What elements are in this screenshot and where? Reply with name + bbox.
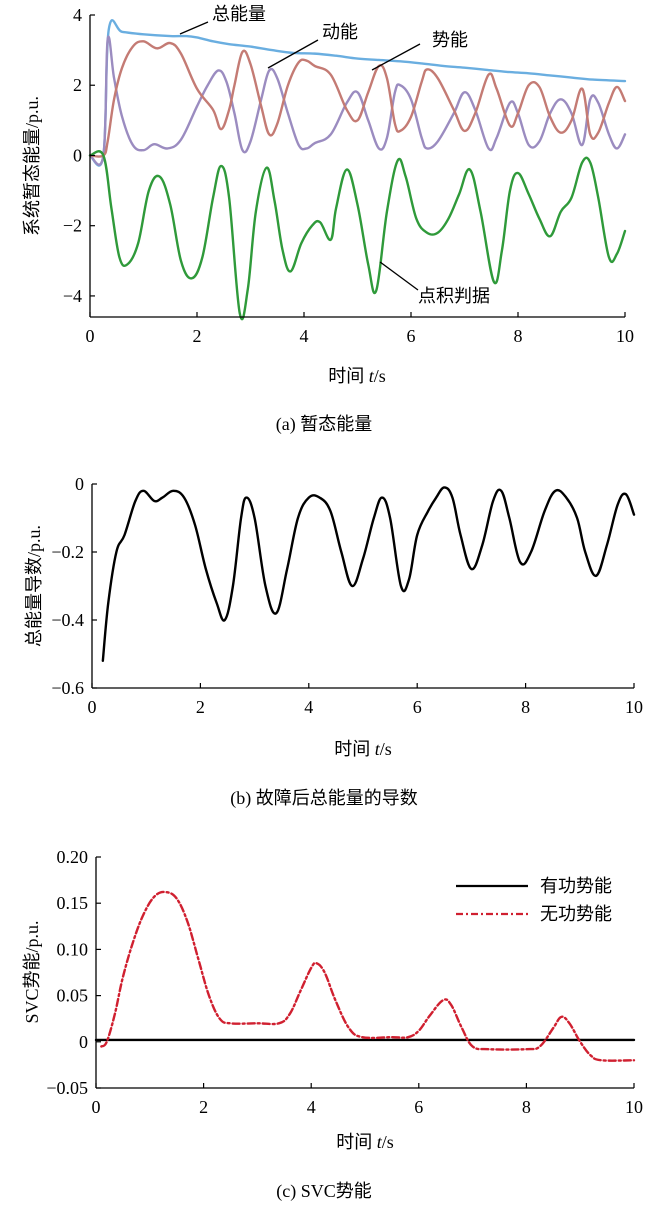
chart-caption-b: (b) 故障后总能量的导数 <box>230 788 418 809</box>
chart-caption-a: (a) 暂态能量 <box>276 414 372 435</box>
x-tick-label-2-0: 0 <box>88 697 97 717</box>
y-axis-label-b: 总能量导数/p.u. <box>24 525 44 647</box>
annotation-kinetic-energy: 动能 <box>322 22 358 42</box>
y-tick-label-3-4: 0.15 <box>57 893 89 913</box>
x-tick-label-2-4: 8 <box>521 697 530 717</box>
axes-b: 0 2 4 6 8 10 −0.6 −0.4 −0.2 0 <box>51 474 643 717</box>
chart-transient-energy: 0 2 4 6 8 10 −4 −2 0 2 4 系统暂态能量/p.u. 时间 t/s (a) 暂态… <box>22 4 634 435</box>
x-tick-label-3-2: 4 <box>307 1097 316 1117</box>
y-tick-label-3-1: 0 <box>79 1032 88 1052</box>
series-line-1-4 <box>88 150 627 321</box>
annotation-potential-energy: 势能 <box>432 30 468 50</box>
chart-caption-c: (c) SVC势能 <box>276 1181 372 1202</box>
annotations-a: 总能量 动能 势能 点积判据 <box>179 4 490 306</box>
series-line-1-3 <box>88 40 627 158</box>
y-tick-label-1-4: 4 <box>73 5 82 25</box>
y-tick-label-2-3: 0 <box>75 474 84 494</box>
x-tick-label-1-2: 4 <box>300 326 309 346</box>
x-tick-label-3-1: 2 <box>199 1097 208 1117</box>
y-tick-label-3-5: 0.20 <box>57 847 89 867</box>
legend-label-active-potential: 有功势能 <box>540 876 612 896</box>
chart-energy-derivative: 0 2 4 6 8 10 −0.6 −0.4 −0.2 0 总能量导数/p.u. 时间 t/s (… <box>24 474 643 809</box>
x-axis-label-var-b: t <box>375 739 381 759</box>
plot-area-a <box>88 19 627 321</box>
x-axis-label-b: 时间 t/s <box>334 739 392 759</box>
x-axis-label-var-a: t <box>369 366 375 386</box>
x-tick-label-1-4: 8 <box>514 326 523 346</box>
series-line-2-1 <box>101 486 636 662</box>
series-line-1-1 <box>88 19 627 167</box>
y-axis-label-a: 系统暂态能量/p.u. <box>22 96 42 236</box>
x-tick-label-3-0: 0 <box>92 1097 101 1117</box>
x-tick-label-1-5: 10 <box>616 326 634 346</box>
x-axis-label-unit-c: /s <box>382 1132 394 1152</box>
y-tick-label-3-3: 0.10 <box>57 939 89 959</box>
annotation-leader-dot-product <box>379 261 419 291</box>
x-axis-label-var-c: t <box>377 1132 383 1152</box>
annotation-leader-total-energy <box>179 21 209 35</box>
x-axis-label-a: 时间 t/s <box>328 366 386 386</box>
y-axis-label-c: SVC势能/p.u. <box>22 920 42 1023</box>
plot-area-c <box>94 890 636 1062</box>
x-tick-label-1-0: 0 <box>86 326 95 346</box>
x-tick-label-2-2: 4 <box>304 697 313 717</box>
y-tick-label-2-2: −0.2 <box>51 542 84 562</box>
y-tick-label-1-2: 0 <box>73 145 82 165</box>
x-tick-label-3-5: 10 <box>625 1097 643 1117</box>
x-tick-label-3-3: 6 <box>414 1097 423 1117</box>
plot-area-b <box>101 486 636 662</box>
y-tick-label-1-0: −4 <box>63 286 82 306</box>
x-axis-label-unit-a: /s <box>374 366 386 386</box>
y-tick-label-3-0: −0.05 <box>46 1078 88 1098</box>
annotation-leader-potential-energy <box>371 43 421 71</box>
legend-c: 有功势能 无功势能 <box>456 876 612 924</box>
x-axis-label-prefix-a: 时间 <box>328 366 369 386</box>
axes-a: 0 2 4 6 8 10 −4 −2 0 2 4 <box>63 5 634 346</box>
x-tick-label-1-3: 6 <box>407 326 416 346</box>
x-axis-label-unit-b: /s <box>380 739 392 759</box>
x-tick-label-2-1: 2 <box>196 697 205 717</box>
legend-label-reactive-potential: 无功势能 <box>540 904 612 924</box>
y-tick-label-2-0: −0.6 <box>51 678 84 698</box>
x-tick-label-1-1: 2 <box>193 326 202 346</box>
series-line-3-2 <box>100 890 636 1062</box>
annotation-dot-product: 点积判据 <box>418 286 490 306</box>
x-tick-label-2-5: 10 <box>625 697 643 717</box>
y-tick-label-3-2: 0.05 <box>57 986 89 1006</box>
annotation-leader-kinetic-energy <box>267 39 319 69</box>
y-tick-label-2-1: −0.4 <box>51 610 84 630</box>
x-axis-label-c: 时间 t/s <box>336 1132 394 1152</box>
y-tick-label-1-1: −2 <box>63 216 82 236</box>
annotation-total-energy: 总能量 <box>212 4 266 24</box>
y-tick-label-1-3: 2 <box>73 75 82 95</box>
x-axis-label-prefix-c: 时间 <box>336 1132 377 1152</box>
x-axis-label-prefix-b: 时间 <box>334 739 375 759</box>
x-tick-label-2-3: 6 <box>413 697 422 717</box>
x-tick-label-3-4: 8 <box>522 1097 531 1117</box>
series-line-1-2 <box>88 35 627 166</box>
